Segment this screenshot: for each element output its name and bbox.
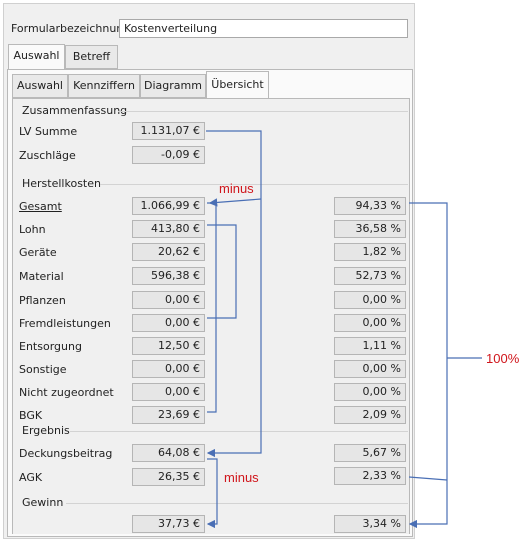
form-name-label: Formularbezeichnung: <box>11 22 134 35</box>
section-gewinn-title: Gewinn <box>22 496 64 509</box>
label-fremdleistungen: Fremdleistungen <box>19 317 111 330</box>
value-bgk: 23,69 € <box>132 406 205 424</box>
section-ergebnis-title: Ergebnis <box>22 424 70 437</box>
percent-geraete: 1,82 % <box>334 243 406 261</box>
annotation-minus-gesamt: minus <box>219 181 254 196</box>
percent-sonstige: 0,00 % <box>334 360 406 378</box>
form-name-field[interactable]: Kostenverteilung <box>119 19 408 38</box>
value-nicht-zugeordnet: 0,00 € <box>132 383 205 401</box>
connector-agk-percent <box>408 476 448 481</box>
value-zuschlaege: -0,09 € <box>132 146 205 164</box>
label-agk: AGK <box>19 471 43 484</box>
percent-entsorgung: 1,11 % <box>334 337 406 355</box>
annotation-minus-gewinn: minus <box>224 470 259 485</box>
bracket-lohn-fremdleistungen <box>207 224 237 319</box>
percent-nicht-zugeordnet: 0,00 % <box>334 383 406 401</box>
inner-tab-uebersicht[interactable]: Übersicht <box>206 71 269 99</box>
connector-minus-gesamt <box>208 198 262 207</box>
percent-gesamt: 94,33 % <box>334 197 406 215</box>
value-material: 596,38 € <box>132 267 205 285</box>
value-gesamt: 1.066,99 € <box>132 197 205 215</box>
label-lohn: Lohn <box>19 223 46 236</box>
label-nicht-zugeordnet: Nicht zugeordnet <box>19 386 114 399</box>
inner-tab-kennziffern[interactable]: Kennziffern <box>68 74 140 98</box>
label-sonstige: Sonstige <box>19 363 67 376</box>
annotation-hundred-percent: 100% <box>486 351 520 366</box>
percent-gewinn: 3,34 % <box>334 515 406 533</box>
connector-minus-gewinn <box>206 458 218 529</box>
value-fremdleistungen: 0,00 € <box>132 314 205 332</box>
bracket-gesamt-bgk <box>207 202 217 413</box>
value-geraete: 20,62 € <box>132 243 205 261</box>
label-deckungsbeitrag: Deckungsbeitrag <box>19 447 113 460</box>
value-pflanzen: 0,00 € <box>132 291 205 309</box>
outer-tab-auswahl[interactable]: Auswahl <box>8 44 65 69</box>
value-lv-summe: 1.131,07 € <box>132 122 205 140</box>
percent-pflanzen: 0,00 % <box>334 291 406 309</box>
value-deckungsbeitrag: 64,08 € <box>132 444 205 462</box>
percent-material: 52,73 % <box>334 267 406 285</box>
bracket-hundred <box>408 202 448 529</box>
section-divider <box>70 431 408 432</box>
value-sonstige: 0,00 € <box>132 360 205 378</box>
percent-fremdleistungen: 0,00 % <box>334 314 406 332</box>
outer-tab-betreff[interactable]: Betreff <box>65 45 118 69</box>
section-herstellkosten-title: Herstellkosten <box>22 177 101 190</box>
section-divider <box>66 503 408 504</box>
connector-lv-summe <box>206 130 262 458</box>
value-lohn: 413,80 € <box>132 220 205 238</box>
percent-bgk: 2,09 % <box>334 406 406 424</box>
value-agk: 26,35 € <box>132 468 205 486</box>
percent-agk: 2,33 % <box>334 467 406 485</box>
section-divider <box>118 111 408 112</box>
label-geraete: Geräte <box>19 246 57 259</box>
percent-lohn: 36,58 % <box>334 220 406 238</box>
section-zusammenfassung-title: Zusammenfassung <box>22 104 128 117</box>
label-material: Material <box>19 270 64 283</box>
inner-tab-auswahl[interactable]: Auswahl <box>12 74 68 98</box>
value-entsorgung: 12,50 € <box>132 337 205 355</box>
label-zuschlaege: Zuschläge <box>19 149 76 162</box>
label-gesamt[interactable]: Gesamt <box>19 200 62 213</box>
label-lv-summe: LV Summe <box>19 125 78 138</box>
inner-tab-diagramm[interactable]: Diagramm <box>140 74 206 98</box>
percent-deckungsbeitrag: 5,67 % <box>334 444 406 462</box>
label-bgk: BGK <box>19 409 43 422</box>
value-gewinn: 37,73 € <box>132 515 205 533</box>
label-entsorgung: Entsorgung <box>19 340 82 353</box>
label-pflanzen: Pflanzen <box>19 294 66 307</box>
section-divider <box>100 184 408 185</box>
